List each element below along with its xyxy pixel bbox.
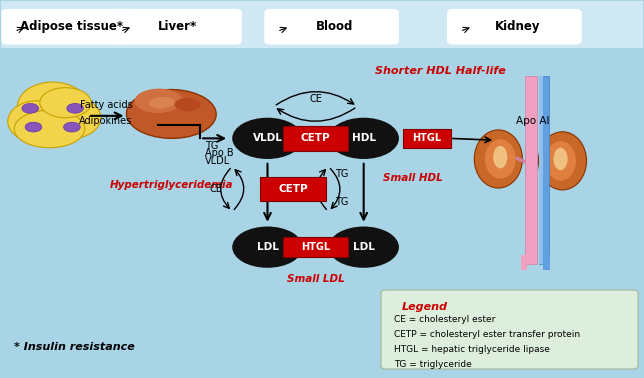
Ellipse shape	[493, 146, 507, 168]
FancyBboxPatch shape	[525, 76, 538, 264]
FancyBboxPatch shape	[283, 237, 348, 257]
Text: VLDL: VLDL	[205, 156, 230, 166]
Text: CETP: CETP	[278, 184, 308, 194]
Text: HTGL: HTGL	[413, 133, 442, 143]
Text: HDL: HDL	[352, 133, 375, 143]
Ellipse shape	[135, 88, 182, 113]
Text: Apo B: Apo B	[205, 149, 233, 158]
Text: CETP: CETP	[301, 133, 330, 143]
Circle shape	[328, 226, 399, 268]
FancyBboxPatch shape	[521, 255, 527, 270]
Ellipse shape	[14, 110, 85, 148]
Text: Apo AI: Apo AI	[516, 116, 549, 127]
Text: Legend: Legend	[402, 302, 448, 312]
Ellipse shape	[149, 97, 175, 108]
Text: Hypertriglyceridemia: Hypertriglyceridemia	[109, 180, 233, 190]
Text: Liver*: Liver*	[158, 20, 197, 33]
Text: TG: TG	[335, 197, 348, 207]
Circle shape	[64, 122, 80, 132]
FancyBboxPatch shape	[1, 2, 643, 48]
FancyBboxPatch shape	[544, 255, 549, 270]
FancyBboxPatch shape	[107, 9, 242, 45]
FancyBboxPatch shape	[381, 290, 638, 369]
FancyBboxPatch shape	[403, 129, 451, 148]
Text: CE: CE	[309, 94, 322, 104]
FancyBboxPatch shape	[1, 9, 136, 45]
FancyBboxPatch shape	[447, 9, 582, 45]
Text: CE = cholesteryl ester: CE = cholesteryl ester	[394, 315, 495, 324]
Text: LDL: LDL	[256, 242, 278, 252]
FancyBboxPatch shape	[283, 126, 348, 151]
Text: HTGL = hepatic triglyceride lipase: HTGL = hepatic triglyceride lipase	[394, 345, 550, 354]
Text: Fatty acids: Fatty acids	[79, 100, 132, 110]
FancyBboxPatch shape	[539, 76, 549, 264]
Ellipse shape	[43, 97, 100, 138]
FancyBboxPatch shape	[264, 9, 399, 45]
Circle shape	[328, 118, 399, 159]
Text: TG = triglyceride: TG = triglyceride	[394, 360, 471, 369]
Text: CETP = cholesteryl ester transfer protein: CETP = cholesteryl ester transfer protei…	[394, 330, 580, 339]
FancyBboxPatch shape	[260, 177, 326, 201]
Text: * Insulin resistance: * Insulin resistance	[14, 342, 135, 352]
Ellipse shape	[553, 148, 567, 170]
Text: Adipose tissue*: Adipose tissue*	[21, 20, 124, 33]
Text: TG: TG	[205, 141, 218, 151]
Text: Small LDL: Small LDL	[287, 274, 345, 284]
Ellipse shape	[538, 132, 587, 190]
Text: LDL: LDL	[353, 242, 375, 252]
Ellipse shape	[126, 90, 216, 138]
Text: Blood: Blood	[316, 20, 354, 33]
Text: Small HDL: Small HDL	[383, 173, 442, 183]
Ellipse shape	[17, 82, 88, 131]
Ellipse shape	[175, 98, 200, 111]
Circle shape	[232, 226, 303, 268]
Text: TG: TG	[335, 169, 348, 179]
Ellipse shape	[40, 88, 91, 118]
FancyBboxPatch shape	[540, 76, 543, 264]
Ellipse shape	[485, 139, 516, 179]
Circle shape	[25, 122, 42, 132]
Text: Adipokines: Adipokines	[79, 116, 133, 126]
Text: CE: CE	[210, 184, 223, 194]
Text: Kidney: Kidney	[495, 20, 540, 33]
Text: HTGL: HTGL	[301, 242, 330, 252]
Ellipse shape	[474, 130, 522, 188]
Circle shape	[67, 104, 84, 113]
Circle shape	[22, 104, 39, 113]
Text: Shorter HDL Half-life: Shorter HDL Half-life	[375, 66, 506, 76]
Circle shape	[232, 118, 303, 159]
Ellipse shape	[8, 101, 66, 142]
Text: VLDL: VLDL	[252, 133, 283, 143]
Ellipse shape	[545, 141, 576, 181]
